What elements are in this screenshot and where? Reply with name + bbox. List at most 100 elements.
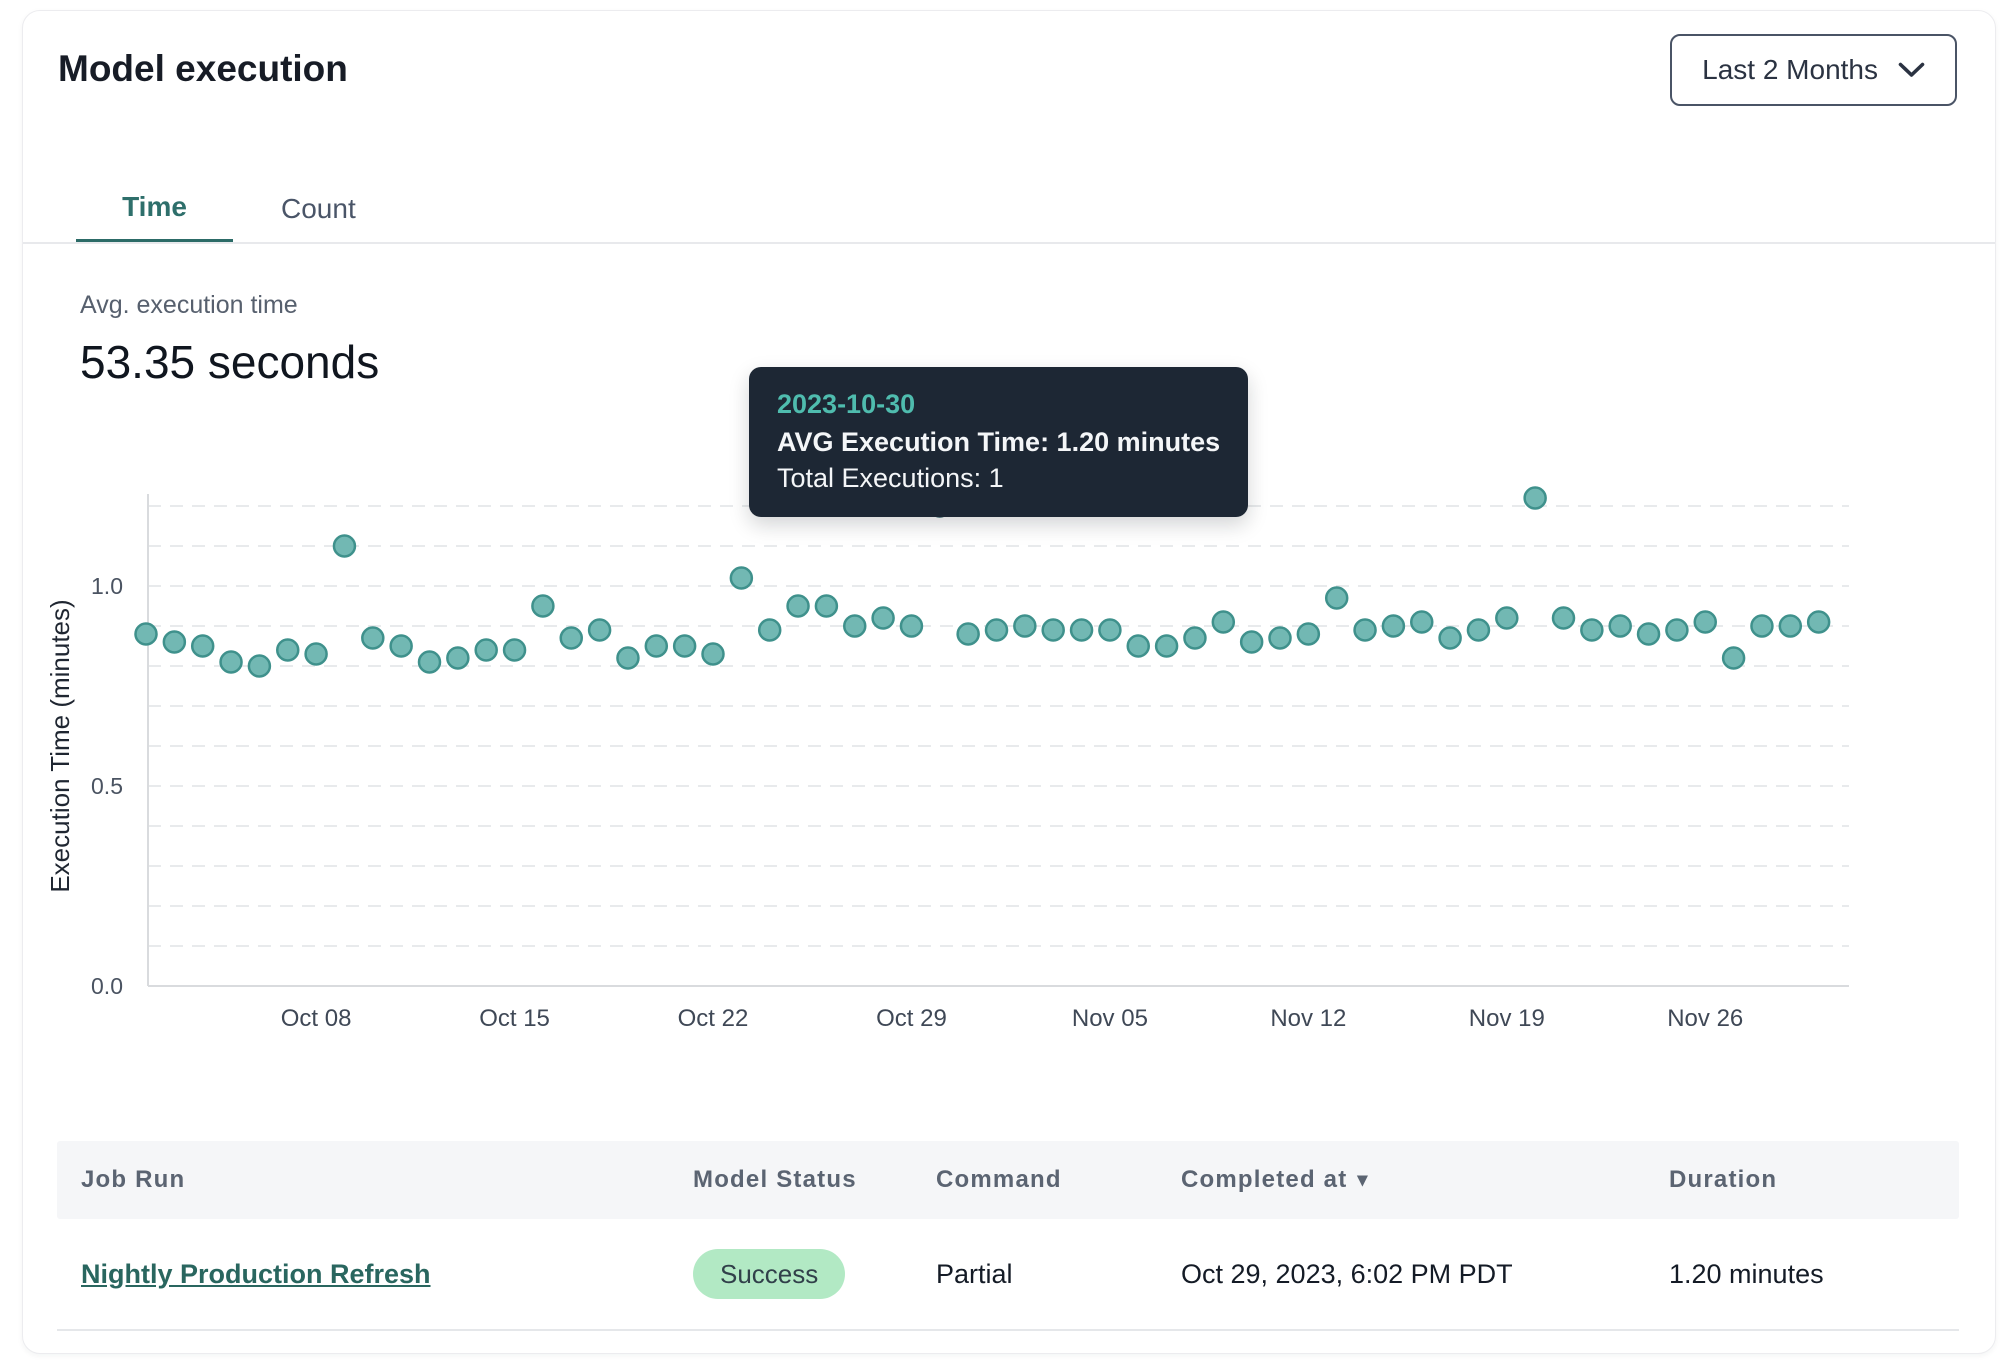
model-execution-panel: Model execution Last 2 Months Time Count… xyxy=(22,10,1996,1354)
data-point[interactable] xyxy=(871,606,895,630)
data-point[interactable] xyxy=(502,638,527,662)
data-point[interactable] xyxy=(1665,618,1689,642)
data-point[interactable] xyxy=(531,594,555,618)
chart-tabs: Time Count xyxy=(76,174,368,244)
execution-time-scatter-chart[interactable]: 0.0 0.5 1.0 Execution Time (minutes) Oct 08 O… xyxy=(23,481,1995,1051)
data-point[interactable] xyxy=(1013,614,1037,638)
data-point[interactable] xyxy=(814,594,839,618)
data-point[interactable] xyxy=(1750,614,1774,638)
status-badge: Success xyxy=(693,1248,846,1300)
x-tick-label: Oct 22 xyxy=(678,1005,749,1032)
date-range-dropdown[interactable]: Last 2 Months xyxy=(1670,34,1957,106)
column-header-completed-at[interactable]: Completed at ▾ xyxy=(1181,1166,1369,1193)
y-tick-label: 1.0 xyxy=(91,573,123,599)
data-point[interactable] xyxy=(474,638,498,662)
data-point[interactable] xyxy=(616,646,640,670)
avg-execution-time-value: 53.35 seconds xyxy=(80,336,380,388)
data-point[interactable] xyxy=(247,654,272,678)
data-point[interactable] xyxy=(701,642,725,666)
data-point[interactable] xyxy=(1636,622,1661,646)
job-run-link[interactable]: Nightly Production Refresh xyxy=(81,1258,431,1289)
data-point[interactable] xyxy=(1523,486,1547,510)
data-point[interactable] xyxy=(1296,622,1321,646)
data-point[interactable] xyxy=(757,618,782,642)
column-header-job-run: Job Run xyxy=(81,1166,186,1193)
data-point[interactable] xyxy=(1183,626,1207,650)
data-point[interactable] xyxy=(644,634,669,658)
data-point[interactable] xyxy=(672,634,697,658)
x-tick-label: Oct 15 xyxy=(479,1005,550,1032)
data-point[interactable] xyxy=(1211,610,1236,634)
table-header-row: Job Run Model Status Command Completed a… xyxy=(57,1141,1959,1219)
x-tick-label: Nov 05 xyxy=(1072,1005,1148,1032)
data-point[interactable] xyxy=(587,618,612,642)
x-tick-label: Nov 12 xyxy=(1270,1005,1346,1032)
data-point[interactable] xyxy=(361,626,385,650)
data-point[interactable] xyxy=(1098,618,1122,642)
data-point[interactable] xyxy=(1410,610,1434,634)
data-point[interactable] xyxy=(956,622,980,646)
x-tick-label: Nov 26 xyxy=(1667,1005,1743,1032)
data-point[interactable] xyxy=(1580,618,1604,642)
data-point[interactable] xyxy=(984,618,1009,642)
chart-tooltip: 2023-10-30 AVG Execution Time: 1.20 minu… xyxy=(749,367,1249,517)
data-point[interactable] xyxy=(1693,610,1717,634)
data-point[interactable] xyxy=(162,630,187,654)
data-point[interactable] xyxy=(446,646,470,670)
command-cell: Partial xyxy=(936,1258,1013,1289)
table-row: Nightly Production Refresh Success Parti… xyxy=(57,1219,1959,1331)
data-point[interactable] xyxy=(1324,586,1349,610)
column-header-duration: Duration xyxy=(1669,1166,1778,1193)
avg-execution-time-label: Avg. execution time xyxy=(80,291,298,319)
data-point[interactable] xyxy=(1126,634,1150,658)
tooltip-avg-execution-time: AVG Execution Time: 1.20 minutes xyxy=(777,427,1221,457)
tooltip-date: 2023-10-30 xyxy=(777,389,916,419)
sort-desc-icon: ▾ xyxy=(1357,1169,1369,1191)
data-point[interactable] xyxy=(1381,614,1406,638)
data-point[interactable] xyxy=(304,642,328,666)
y-tick-label: 0.0 xyxy=(91,973,123,999)
data-point[interactable] xyxy=(1495,606,1519,630)
data-point[interactable] xyxy=(1353,618,1377,642)
data-point[interactable] xyxy=(1239,630,1264,654)
data-point[interactable] xyxy=(843,614,867,638)
data-point[interactable] xyxy=(1268,626,1292,650)
data-point[interactable] xyxy=(1778,614,1803,638)
data-point[interactable] xyxy=(899,614,924,638)
y-axis-title: Execution Time (minutes) xyxy=(45,599,75,892)
column-header-command: Command xyxy=(936,1166,1062,1193)
page-title: Model execution xyxy=(58,48,348,89)
completed-at-cell: Oct 29, 2023, 6:02 PM PDT xyxy=(1181,1258,1513,1289)
data-point[interactable] xyxy=(389,634,413,658)
tab-time[interactable]: Time xyxy=(76,174,233,244)
data-point[interactable] xyxy=(276,638,300,662)
data-point[interactable] xyxy=(1551,606,1576,630)
chevron-down-icon xyxy=(1898,62,1925,79)
data-point[interactable] xyxy=(559,626,583,650)
data-point[interactable] xyxy=(1154,634,1179,658)
data-point[interactable] xyxy=(1438,626,1462,650)
x-tick-label: Nov 19 xyxy=(1469,1005,1545,1032)
data-point[interactable] xyxy=(1041,618,1065,642)
data-point[interactable] xyxy=(219,650,243,674)
tab-count[interactable]: Count xyxy=(281,193,356,224)
data-point[interactable] xyxy=(729,566,754,590)
date-range-label: Last 2 Months xyxy=(1702,54,1878,85)
data-point[interactable] xyxy=(786,594,810,618)
data-point[interactable] xyxy=(134,622,158,646)
data-point[interactable] xyxy=(190,634,215,658)
duration-cell: 1.20 minutes xyxy=(1669,1258,1824,1289)
column-header-model-status: Model Status xyxy=(693,1166,857,1193)
x-tick-label: Oct 08 xyxy=(281,1005,352,1032)
data-point[interactable] xyxy=(417,650,442,674)
tooltip-total-executions: Total Executions: 1 xyxy=(777,463,1004,493)
data-point[interactable] xyxy=(1466,618,1491,642)
tabs-divider xyxy=(23,242,1995,244)
data-point[interactable] xyxy=(1721,646,1746,670)
data-point[interactable] xyxy=(1608,614,1632,638)
y-tick-label: 0.5 xyxy=(91,773,123,799)
x-tick-label: Oct 29 xyxy=(876,1005,947,1032)
data-point[interactable] xyxy=(1806,610,1831,634)
data-point[interactable] xyxy=(332,534,357,558)
data-point[interactable] xyxy=(1069,618,1094,642)
